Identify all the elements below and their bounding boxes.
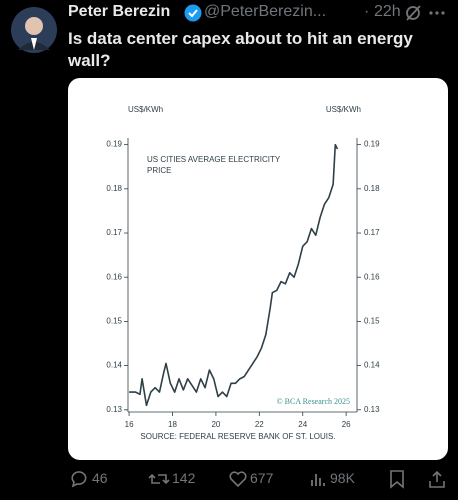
views-count: 98K: [330, 470, 355, 486]
y-tick-label-right: 0.16: [364, 272, 380, 281]
separator: ·: [364, 3, 370, 20]
y-tick-label: 0.17: [106, 228, 122, 237]
reply-icon[interactable]: [70, 469, 90, 489]
avatar[interactable]: [10, 6, 58, 54]
y-tick-label-right: 0.18: [364, 184, 380, 193]
share-icon[interactable]: [428, 469, 446, 489]
reply-count: 46: [92, 470, 108, 486]
like-icon[interactable]: [228, 469, 248, 489]
like-count: 677: [250, 470, 274, 486]
author-handle[interactable]: @PeterBerezin...: [204, 3, 327, 20]
y-tick-label-right: 0.15: [364, 317, 380, 326]
y-tick-label: 0.16: [106, 272, 122, 281]
chart-card[interactable]: US$/KWh US$/KWh 0.13 0.13 0.14 0.14 0.15 0.15 0.…: [68, 78, 448, 460]
x-tick-label: 26: [342, 420, 351, 429]
x-tick-label: 20: [211, 420, 220, 429]
views-icon[interactable]: [308, 469, 328, 489]
verified-badge: [184, 4, 202, 22]
source-note: SOURCE: FEDERAL RESERVE BANK OF ST. LOUI…: [140, 432, 335, 441]
y-tick-label: 0.14: [106, 361, 122, 370]
y-tick-label: 0.18: [106, 184, 122, 193]
y-tick-label-right: 0.19: [364, 140, 380, 149]
post-time[interactable]: 22h: [374, 3, 401, 20]
x-tick-label: 22: [255, 420, 264, 429]
y-tick-label: 0.13: [106, 405, 122, 414]
chart-title: US CITIES AVERAGE ELECTRICITY PRICE: [147, 155, 281, 175]
repost-count: 142: [172, 470, 196, 486]
more-menu[interactable]: [428, 6, 446, 20]
author-name[interactable]: Peter Berezin: [68, 3, 171, 20]
chart: US$/KWh US$/KWh 0.13 0.13 0.14 0.14 0.15 0.15 0.…: [106, 105, 380, 441]
y-tick-label-right: 0.17: [364, 228, 380, 237]
watermark: © BCA Research 2025: [277, 397, 350, 406]
y-tick-label: 0.19: [106, 140, 122, 149]
price-line: [129, 143, 339, 407]
x-tick-label: 24: [298, 420, 307, 429]
bookmark-icon[interactable]: [388, 469, 406, 489]
y-tick-label: 0.15: [106, 317, 122, 326]
x-tick-label: 18: [168, 420, 177, 429]
grok-icon[interactable]: [404, 4, 422, 22]
y-tick-label-right: 0.13: [364, 405, 380, 414]
y-axis-label: US$/KWh: [128, 105, 163, 114]
repost-icon[interactable]: [148, 469, 170, 489]
x-tick-label: 16: [125, 420, 134, 429]
y-axis-label-right: US$/KWh: [326, 105, 361, 114]
tweet-text: Is data center capex about to hit an ene…: [68, 29, 413, 70]
y-tick-label-right: 0.14: [364, 361, 380, 370]
